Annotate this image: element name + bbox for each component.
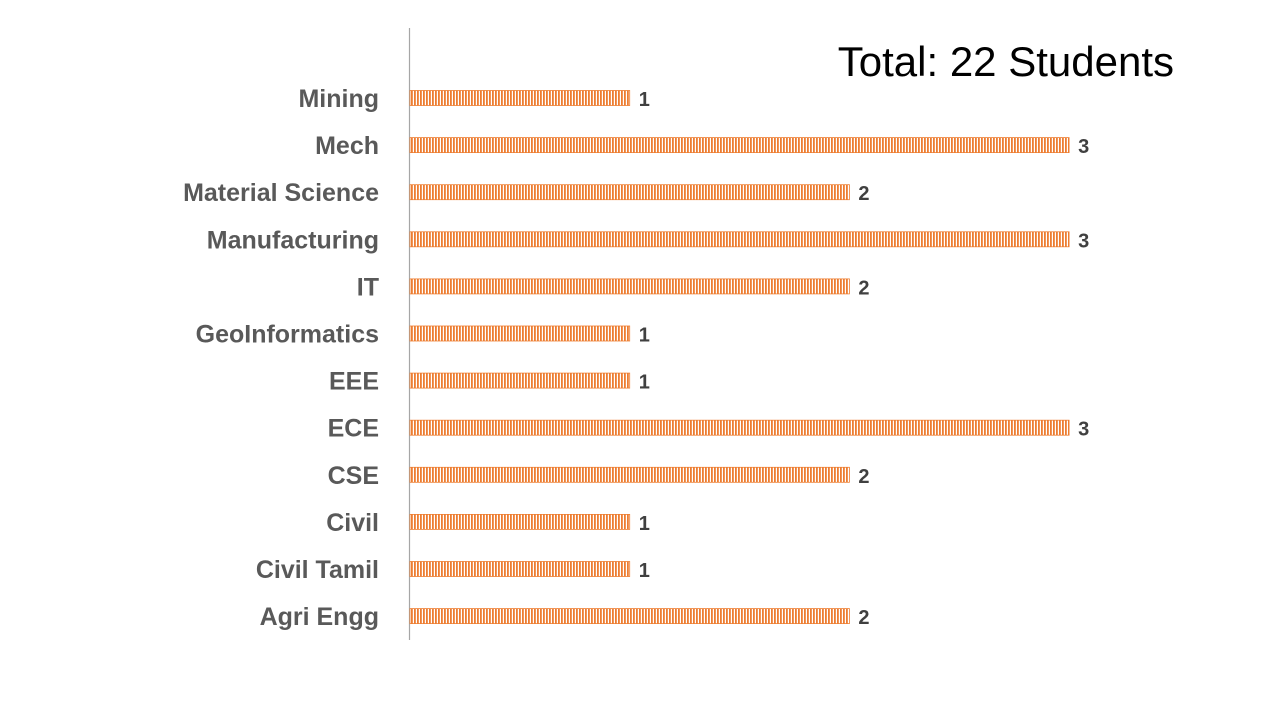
data-label-ece: 3 [1078,419,1089,441]
category-label-geoinformatics: GeoInformatics [196,321,379,349]
bar-material-science [409,184,850,201]
data-label-civil-tamil: 1 [639,560,650,582]
bar-agri-engg [409,608,850,624]
data-label-mining: 1 [639,89,650,111]
category-label-agri-engg: Agri Engg [260,603,379,631]
category-label-ece: ECE [328,415,379,443]
data-label-manufacturing: 3 [1078,230,1089,252]
bar-it [409,278,850,295]
data-label-eee: 1 [639,372,650,394]
chart-title: Total: 22 Students [837,38,1174,85]
bar-eee [409,372,631,389]
category-label-material-science: Material Science [183,179,379,207]
bar-manufacturing [409,231,1070,248]
bar-civil [409,514,631,530]
data-label-geoinformatics: 1 [639,325,650,347]
bar-mech [409,137,1070,154]
data-label-material-science: 2 [858,183,869,205]
bar-civil-tamil [409,561,631,577]
category-label-mining: Mining [298,85,379,113]
category-label-civil: Civil [326,509,379,537]
category-label-manufacturing: Manufacturing [207,226,379,254]
data-label-it: 2 [858,277,869,299]
category-label-mech: Mech [315,132,379,160]
category-label-it: IT [357,273,379,301]
category-label-cse: CSE [328,462,379,490]
data-label-cse: 2 [858,466,869,488]
bar-geoinformatics [409,325,631,342]
category-label-eee: EEE [329,368,379,396]
bar-cse [409,466,850,483]
bar-mining [409,90,631,106]
data-label-civil: 1 [639,513,650,535]
data-label-agri-engg: 2 [858,607,869,629]
bars-group: Agri Engg 2 Civil Tamil 1 Civil 1 CSE 2 ECE 3 EEE 1… [183,85,1089,631]
data-label-mech: 3 [1078,136,1089,158]
category-label-civil-tamil: Civil Tamil [256,556,379,584]
bar-ece [409,419,1070,436]
